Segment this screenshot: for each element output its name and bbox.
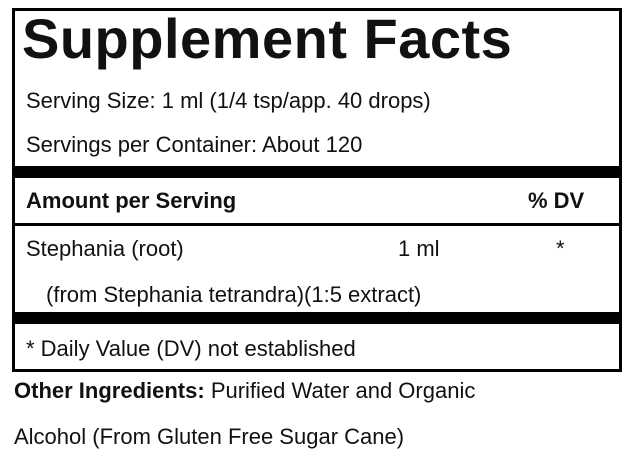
other-ingredients-text: Purified Water and Organic xyxy=(210,378,476,403)
thick-rule xyxy=(12,166,622,178)
other-ingredients-text: Alcohol (From Gluten Free Sugar Cane) xyxy=(14,424,405,449)
column-header: % DV xyxy=(528,188,585,213)
ingredient-dv: * xyxy=(556,236,565,261)
title: Supplement Facts xyxy=(22,7,513,70)
ingredient-name: Stephania (root) xyxy=(26,236,184,261)
other-ingredients-label: Other Ingredients: xyxy=(14,378,205,403)
serving-size: Serving Size: 1 ml (1/4 tsp/app. 40 drop… xyxy=(26,88,431,113)
ingredient-note: (from Stephania tetrandra)(1:5 extract) xyxy=(46,282,422,307)
rule xyxy=(12,223,622,226)
column-header: Amount per Serving xyxy=(26,188,237,213)
servings-per-container: Servings per Container: About 120 xyxy=(26,132,363,157)
ingredient-amount: 1 ml xyxy=(398,236,440,261)
other-ingredients: Other Ingredients: Purified Water and Or… xyxy=(14,378,475,404)
footnote: * Daily Value (DV) not established xyxy=(26,336,356,361)
thick-rule xyxy=(12,312,622,324)
facts-panel xyxy=(12,8,622,372)
